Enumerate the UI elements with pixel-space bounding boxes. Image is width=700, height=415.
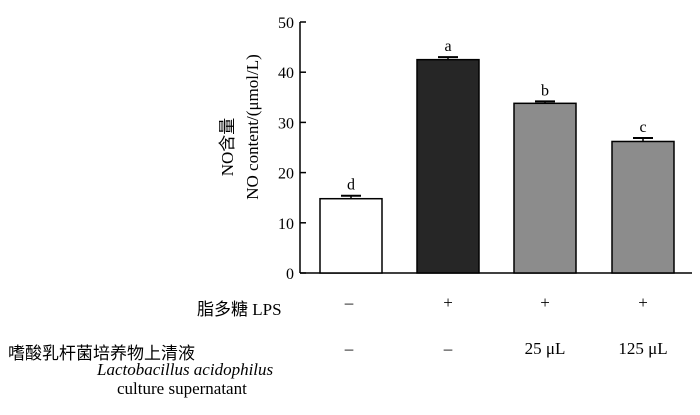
y-tick-label-4: 40 — [278, 65, 294, 82]
cell-sup-4: 125 μL — [618, 339, 668, 358]
bar-3 — [611, 140, 675, 274]
significance-label-0: d — [347, 177, 355, 194]
significance-label-3: c — [639, 119, 646, 136]
bar-2 — [513, 102, 577, 274]
bar-0 — [319, 197, 383, 274]
row-label-supernatant-en-1: Lactobacillus acidophilus — [97, 360, 274, 379]
cell-sup-3: 25 μL — [524, 339, 566, 358]
y-tick-label-5: 50 — [278, 15, 294, 32]
significance-label-1: a — [444, 38, 451, 55]
bar-1 — [416, 58, 480, 274]
cell-lps-2: + — [443, 293, 453, 312]
y-axis-label-cn: NO含量 — [218, 118, 237, 177]
cell-lps-3: + — [540, 293, 550, 312]
cell-sup-2: – — [443, 339, 453, 358]
cell-lps-4: + — [638, 293, 648, 312]
row-label-lps: 脂多糖 LPS — [197, 300, 282, 319]
row-label-supernatant-en-2: culture supernatant — [117, 379, 247, 398]
row-label-supernatant: 嗜酸乳杆菌培养物上清液 — [8, 344, 195, 363]
cell-lps-1: – — [344, 293, 354, 312]
significance-label-2: b — [541, 82, 549, 99]
y-tick-label-1: 10 — [278, 216, 294, 233]
y-tick-label-2: 20 — [278, 166, 294, 183]
y-tick-label-3: 30 — [278, 115, 294, 132]
cell-sup-1: – — [344, 339, 354, 358]
y-axis-label-en: NO content/(μmol/L) — [243, 54, 262, 200]
y-tick-label-0: 0 — [286, 266, 294, 283]
